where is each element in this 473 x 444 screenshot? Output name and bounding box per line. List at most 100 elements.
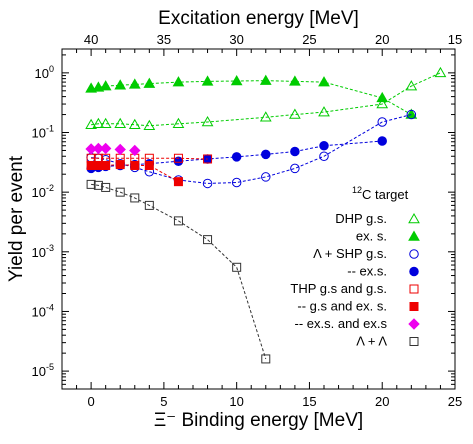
data-point (318, 106, 330, 117)
legend-marker (408, 230, 420, 241)
x-tick-label-bottom: 10 (229, 394, 243, 409)
data-point (231, 152, 242, 162)
data-point (85, 118, 97, 129)
x-tick-label-bottom: 15 (302, 394, 316, 409)
series-layer (85, 66, 447, 364)
y-tick-exponent: -3 (46, 243, 54, 253)
data-point (130, 160, 140, 170)
data-point (230, 75, 243, 86)
x-axis-title-top: Excitation energy [MeV] (158, 8, 359, 29)
data-point (376, 98, 389, 109)
data-point (406, 109, 417, 120)
data-point (114, 117, 127, 129)
legend-label: -- g.s and ex. s. (297, 299, 387, 314)
data-point (201, 115, 214, 127)
x-tick-label-top: 15 (448, 32, 462, 47)
legend-label: -- ex.s. (347, 264, 387, 279)
y-tick-mantissa: 10 (32, 364, 46, 379)
data-point (289, 75, 301, 86)
data-point (377, 136, 387, 146)
legend-marker (409, 337, 419, 346)
data-point (319, 151, 329, 161)
data-point (115, 160, 125, 170)
legend-marker (408, 212, 420, 224)
legend-marker (409, 249, 419, 259)
x-tick-label-top: 30 (229, 32, 243, 47)
data-point (290, 163, 300, 174)
y-tick-mantissa: 10 (32, 245, 46, 260)
x-tick-label-bottom: 25 (448, 394, 462, 409)
x-tick-label-top: 20 (375, 32, 389, 47)
data-point (405, 80, 418, 91)
legend-marker (409, 284, 419, 294)
y-tick-exponent: -2 (46, 183, 54, 193)
legend-marker (409, 266, 419, 277)
x-tick-label-bottom: 5 (160, 394, 167, 409)
data-point (99, 117, 112, 129)
data-point (143, 119, 156, 130)
data-point (129, 144, 141, 157)
legend: 12C target DHP g.s. ex. s. Λ + SHP g.s. -- … (290, 185, 420, 349)
data-point (261, 172, 271, 182)
x-tick-label-top: 35 (157, 32, 171, 47)
y-tick-label: 10-4 (32, 302, 54, 319)
series-line (91, 80, 412, 115)
legend-marker (409, 302, 419, 311)
legend-title-sup: 12 (352, 185, 362, 195)
data-point (172, 117, 185, 129)
series-5 (86, 160, 183, 187)
data-point (92, 117, 105, 129)
legend-label: -- ex.s. and ex.s (295, 316, 388, 331)
y-tick-mantissa: 10 (32, 126, 46, 141)
data-point (173, 216, 183, 226)
data-point (173, 153, 183, 163)
data-point (93, 180, 103, 190)
data-point (173, 177, 183, 187)
y-tick-label: 100 (35, 64, 54, 81)
y-axis-title: Yield per event (6, 155, 27, 282)
data-point (203, 235, 213, 245)
plot-frame (61, 48, 456, 390)
legend-title: 12C target (352, 185, 409, 202)
data-point (99, 142, 112, 155)
legend-label: THP g.s and g.s. (290, 281, 387, 296)
series-6 (85, 142, 141, 157)
data-point (259, 74, 272, 85)
data-point (114, 79, 127, 90)
data-point (259, 111, 272, 122)
data-point (202, 178, 213, 189)
series-7 (86, 179, 271, 364)
data-point (130, 193, 140, 203)
data-point (115, 187, 125, 197)
data-point (261, 149, 271, 160)
y-tick-label: 10-2 (32, 183, 54, 200)
legend-label: Λ + Λ (356, 334, 387, 349)
x-tick-label-bottom: 0 (87, 394, 94, 409)
data-point (201, 75, 214, 86)
data-point (377, 117, 387, 127)
y-tick-mantissa: 10 (35, 66, 49, 81)
data-point (101, 160, 111, 170)
x-tick-label-top: 40 (84, 32, 98, 47)
data-point (231, 177, 242, 188)
data-point (144, 160, 154, 170)
series-line (91, 157, 208, 160)
series-0 (85, 66, 447, 130)
x-tick-label-bottom: 20 (375, 394, 389, 409)
y-tick-mantissa: 10 (32, 304, 46, 319)
y-tick-exponent: -5 (46, 362, 54, 372)
legend-label: ex. s. (356, 229, 387, 244)
y-tick-label: 10-5 (32, 362, 54, 379)
data-point (203, 154, 213, 164)
series-1 (85, 74, 418, 119)
data-point (99, 80, 112, 91)
series-line (91, 114, 412, 184)
y-tick-mantissa: 10 (32, 185, 46, 200)
data-point (143, 77, 156, 88)
y-tick-exponent: 0 (49, 64, 54, 74)
data-point (434, 66, 447, 78)
data-point (318, 76, 330, 87)
legend-title-text: C target (362, 187, 409, 202)
